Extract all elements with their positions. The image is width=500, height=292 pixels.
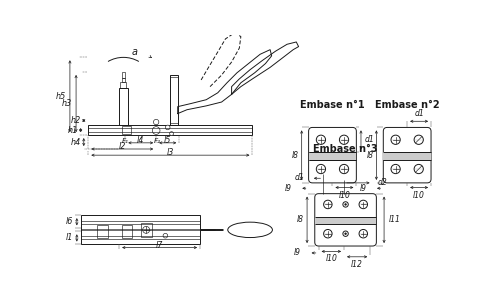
Text: Embase n°2: Embase n°2	[375, 100, 440, 110]
Bar	[308, 152, 356, 160]
Text: h4: h4	[70, 138, 81, 147]
Circle shape	[316, 164, 326, 174]
Text: l9: l9	[360, 184, 366, 193]
Bar	[80, 215, 200, 244]
Text: Embase n°1: Embase n°1	[300, 100, 365, 110]
Circle shape	[414, 135, 424, 144]
Circle shape	[391, 135, 400, 144]
Text: d1: d1	[414, 109, 424, 118]
Text: d1: d1	[365, 135, 374, 145]
Bar	[141, 223, 152, 237]
Text: d2: d2	[378, 178, 388, 187]
Circle shape	[154, 119, 159, 125]
Text: h1: h1	[68, 126, 78, 135]
Circle shape	[170, 132, 173, 135]
Text: l10: l10	[326, 255, 338, 263]
Ellipse shape	[228, 222, 272, 238]
Bar	[119, 88, 128, 125]
Circle shape	[324, 200, 332, 209]
Circle shape	[142, 226, 150, 233]
Bar	[122, 78, 126, 82]
Text: l10: l10	[338, 191, 350, 199]
Text: l3: l3	[166, 148, 174, 157]
Circle shape	[324, 230, 332, 238]
Circle shape	[391, 164, 400, 174]
Circle shape	[152, 127, 160, 134]
Bar	[122, 225, 132, 238]
Text: l12: l12	[351, 260, 363, 269]
Circle shape	[340, 135, 348, 144]
Text: l8: l8	[297, 215, 304, 224]
Text: l8: l8	[292, 151, 298, 160]
Circle shape	[345, 204, 346, 205]
Bar	[170, 75, 177, 125]
Text: l4: l4	[137, 136, 144, 145]
Text: a: a	[131, 47, 137, 57]
Bar	[97, 225, 108, 238]
Text: l11: l11	[388, 215, 400, 224]
Text: l10: l10	[413, 191, 425, 199]
Text: l8: l8	[366, 151, 374, 160]
Text: Embase n°3: Embase n°3	[314, 144, 378, 154]
Text: l6: l6	[66, 217, 73, 226]
Text: l1: l1	[66, 233, 73, 242]
Circle shape	[343, 202, 348, 207]
Bar	[120, 82, 126, 88]
Circle shape	[163, 233, 168, 238]
Bar	[122, 126, 130, 134]
Circle shape	[340, 164, 348, 174]
Text: h2: h2	[70, 116, 81, 125]
Circle shape	[345, 233, 346, 234]
Bar	[384, 152, 431, 160]
Text: h5: h5	[56, 92, 66, 101]
Text: l9: l9	[284, 184, 292, 193]
Text: l2: l2	[118, 142, 126, 151]
Text: l9: l9	[294, 248, 301, 258]
Circle shape	[359, 230, 368, 238]
Bar	[315, 217, 376, 224]
Text: d1: d1	[294, 173, 304, 182]
FancyBboxPatch shape	[315, 194, 376, 246]
Circle shape	[166, 125, 170, 130]
Bar	[122, 72, 126, 78]
Text: l7: l7	[156, 241, 164, 250]
Text: F₁: F₁	[122, 138, 129, 144]
Circle shape	[316, 135, 326, 144]
Text: F₂: F₂	[154, 138, 161, 144]
Bar	[88, 125, 252, 135]
Circle shape	[359, 200, 368, 209]
Circle shape	[414, 164, 424, 174]
FancyBboxPatch shape	[384, 127, 431, 183]
Circle shape	[343, 231, 348, 237]
Text: h3: h3	[62, 99, 72, 108]
Text: l5: l5	[164, 136, 172, 145]
FancyBboxPatch shape	[308, 127, 356, 183]
